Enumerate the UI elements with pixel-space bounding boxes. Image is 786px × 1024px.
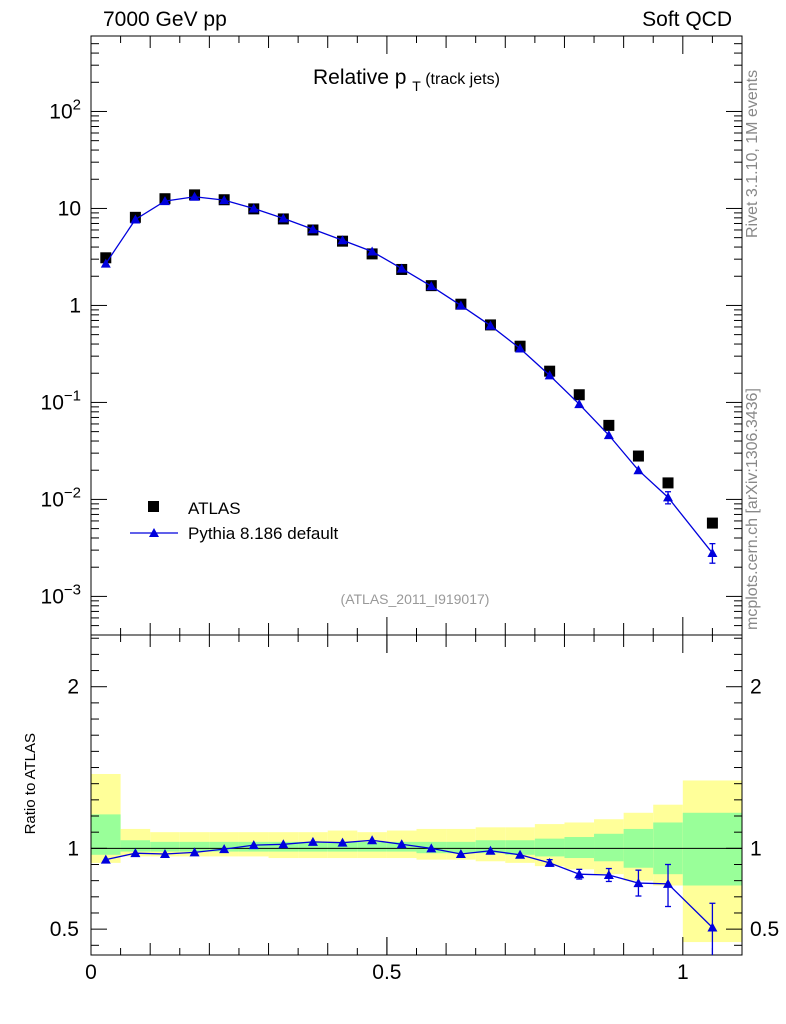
- ratio-data-point: [663, 878, 674, 888]
- ratio-y-tick-label: 0.5: [50, 918, 79, 941]
- y-tick-label: 1: [69, 294, 81, 317]
- ratio-data-point: [100, 854, 111, 864]
- y-tick-label: 10−1: [41, 387, 81, 414]
- pythia-data-point: [307, 224, 318, 234]
- ratio-data-point: [455, 848, 466, 858]
- ratio-band-inner: [327, 841, 358, 852]
- pythia-data-point: [189, 191, 200, 201]
- legend-pythia-label: Pythia 8.186 default: [188, 524, 339, 543]
- ratio-data-point: [219, 844, 230, 854]
- atlas-data-point: [573, 389, 585, 401]
- ratio-data-point: [603, 870, 614, 879]
- ratio-data-point: [707, 922, 718, 932]
- ratio-data-point: [189, 847, 200, 857]
- x-tick-label: 0: [85, 961, 97, 984]
- pythia-data-point: [278, 213, 289, 223]
- pythia-data-point: [426, 281, 437, 291]
- pythia-data-point: [544, 370, 555, 380]
- ratio-data-point: [278, 839, 289, 849]
- ratio-plot-frame: [90, 634, 743, 956]
- ratio-y-tick-label: 2: [67, 676, 79, 699]
- y-tick-label: 10−2: [41, 484, 81, 511]
- pythia-data-point: [707, 548, 718, 558]
- ratio-data-point: [574, 869, 585, 879]
- pythia-data-point: [219, 195, 230, 205]
- ratio-y-tick-label: 1: [67, 837, 79, 860]
- atlas-data-point: [603, 419, 615, 431]
- header-category-label: Soft QCD: [642, 8, 732, 31]
- ratio-band-inner: [505, 840, 535, 855]
- legend-pythia-marker: [149, 528, 159, 537]
- ratio-data-point: [515, 849, 526, 859]
- ratio-data-point: [544, 857, 555, 867]
- pythia-data-point: [455, 300, 466, 310]
- ratio-data-point: [367, 835, 378, 845]
- ratio-data-point: [426, 843, 437, 853]
- pythia-data-point: [367, 246, 378, 256]
- atlas-data-point: [662, 477, 674, 489]
- pythia-data-point: [515, 343, 526, 353]
- ratio-axis-label: Ratio to ATLAS: [22, 733, 39, 834]
- pythia-data-point: [159, 196, 170, 206]
- pythia-data-point: [633, 465, 644, 475]
- analysis-id-label: (ATLAS_2011_I919017): [341, 591, 490, 607]
- pythia-data-point: [100, 258, 111, 268]
- ratio-band-inner: [179, 841, 210, 852]
- x-tick-label: 1: [677, 961, 689, 984]
- ratio-data-point: [130, 848, 141, 858]
- pythia-data-point: [130, 214, 141, 224]
- ratio-data-point: [337, 837, 348, 847]
- ratio-band-inner: [594, 833, 624, 862]
- ratio-band-inner: [150, 841, 180, 852]
- pythia-data-point: [663, 492, 674, 502]
- pythia-data-point: [248, 203, 259, 213]
- pythia-data-point: [603, 430, 614, 440]
- ratio-data-point: [248, 840, 259, 850]
- atlas-data-point: [632, 450, 644, 462]
- ratio-data-point: [396, 839, 407, 849]
- ratio-data-point: [485, 845, 496, 855]
- header-energy-label: 7000 GeV pp: [103, 8, 227, 31]
- ratio-y-tick-label-right: 2: [750, 676, 762, 699]
- ratio-band-inner: [357, 841, 387, 852]
- ratio-band-inner: [534, 838, 565, 857]
- main-plot-frame: [90, 35, 743, 636]
- ratio-data-point: [307, 836, 318, 846]
- y-tick-label: 102: [49, 96, 81, 123]
- y-tick-label: 10: [58, 197, 81, 220]
- ratio-data-point: [633, 878, 644, 888]
- atlas-data-point: [706, 517, 718, 529]
- legend-atlas-marker: [148, 501, 159, 512]
- pythia-data-point: [485, 320, 496, 330]
- plot-title: Relative p T (track jets): [313, 66, 500, 94]
- y-tick-label: 10−3: [41, 581, 81, 608]
- ratio-band-inner: [446, 841, 476, 854]
- pythia-data-point: [396, 263, 407, 273]
- legend-atlas-label: ATLAS: [188, 499, 241, 518]
- ratio-band-inner: [682, 812, 742, 886]
- ratio-band-inner: [120, 840, 151, 852]
- ratio-band-inner: [564, 837, 595, 859]
- ratio-y-tick-label-right: 1: [750, 837, 762, 860]
- ratio-band-inner: [298, 841, 328, 852]
- pythia-data-point: [574, 399, 585, 409]
- x-tick-label: 0.5: [372, 961, 401, 984]
- ratio-y-tick-label-right: 0.5: [750, 918, 779, 941]
- atlas-data-point: [100, 252, 112, 264]
- ratio-data-point: [159, 848, 170, 858]
- pythia-data-point: [337, 235, 348, 245]
